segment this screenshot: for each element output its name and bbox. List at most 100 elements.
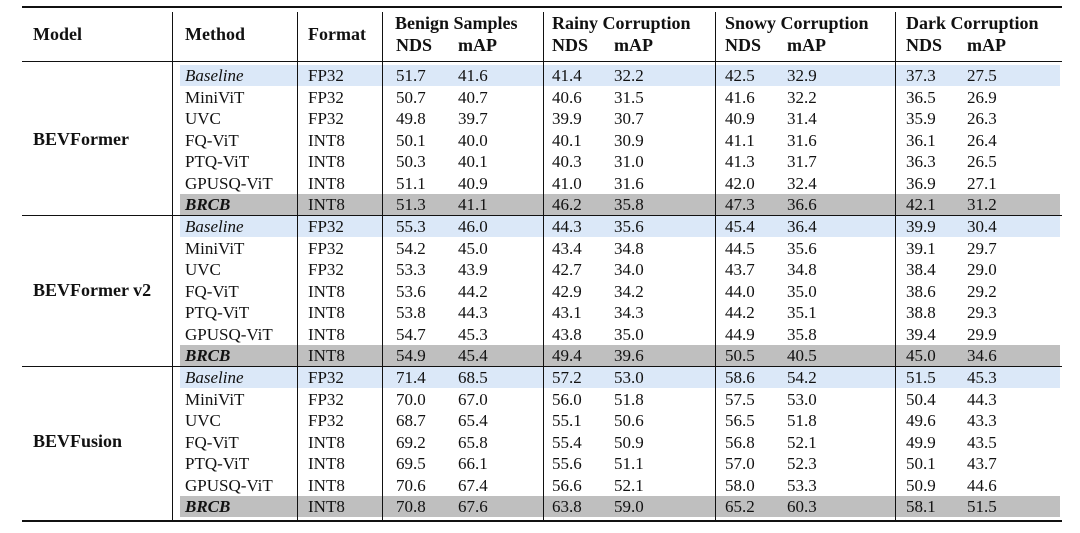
metric-value: 46.2 xyxy=(552,195,582,214)
metric-value: 43.7 xyxy=(725,260,755,279)
metric-value: 38.8 xyxy=(906,303,936,322)
method-name: GPUSQ-ViT xyxy=(185,476,273,495)
metric-value: 42.0 xyxy=(725,174,755,193)
format-cell: INT8 xyxy=(308,476,345,495)
metric-value: 57.5 xyxy=(725,390,755,409)
column-separator xyxy=(715,12,716,522)
proposed-highlight xyxy=(180,194,1060,215)
metric-value: 40.3 xyxy=(552,152,582,171)
proposed-highlight xyxy=(180,345,1060,366)
metric-value: 57.0 xyxy=(725,454,755,473)
method-name: Baseline xyxy=(185,66,244,85)
metric-value: 41.6 xyxy=(458,66,488,85)
metric-value: 45.4 xyxy=(458,346,488,365)
metric-value: 32.2 xyxy=(614,66,644,85)
metric-value: 45.3 xyxy=(967,368,997,387)
metric-value: 49.9 xyxy=(906,433,936,452)
metric-value: 47.3 xyxy=(725,195,755,214)
metric-value: 34.8 xyxy=(787,260,817,279)
metric-value: 40.5 xyxy=(787,346,817,365)
metric-value: 26.4 xyxy=(967,131,997,150)
metric-value: 43.7 xyxy=(967,454,997,473)
method-name: Baseline xyxy=(185,217,244,236)
model-name: BEVFormer v2 xyxy=(33,280,152,300)
method-name: MiniViT xyxy=(185,390,245,409)
metric-value: 26.5 xyxy=(967,152,997,171)
method-name: BRCB xyxy=(185,195,231,214)
metric-value: 36.3 xyxy=(906,152,936,171)
metric-value: 35.6 xyxy=(614,217,644,236)
metric-value: 45.0 xyxy=(458,239,488,258)
bottom-rule xyxy=(22,520,1062,522)
format-cell: FP32 xyxy=(308,390,344,409)
model-name: BEVFusion xyxy=(33,431,123,451)
method-name: Baseline xyxy=(185,368,244,387)
metric-value: 29.3 xyxy=(967,303,997,322)
header-benign-map: mAP xyxy=(458,35,497,55)
metric-value: 53.3 xyxy=(787,476,817,495)
header-rainy-map: mAP xyxy=(614,35,653,55)
method-name: UVC xyxy=(185,260,221,279)
metric-value: 39.7 xyxy=(458,109,488,128)
metric-value: 50.4 xyxy=(906,390,936,409)
method-name: UVC xyxy=(185,109,221,128)
format-cell: INT8 xyxy=(308,131,345,150)
metric-value: 56.6 xyxy=(552,476,582,495)
baseline-highlight xyxy=(180,65,1060,86)
header-group-dark: Dark Corruption xyxy=(906,13,1039,33)
metric-value: 54.9 xyxy=(396,346,426,365)
metric-value: 52.3 xyxy=(787,454,817,473)
method-name: GPUSQ-ViT xyxy=(185,174,273,193)
header-benign-nds: NDS xyxy=(396,35,433,55)
metric-value: 50.9 xyxy=(906,476,936,495)
metric-value: 51.5 xyxy=(967,497,997,516)
method-name: BRCB xyxy=(185,346,231,365)
method-name: FQ-ViT xyxy=(185,433,239,452)
metric-value: 58.0 xyxy=(725,476,755,495)
block-rule-2 xyxy=(22,366,1062,367)
metric-value: 63.8 xyxy=(552,497,582,516)
metric-value: 41.6 xyxy=(725,88,755,107)
metric-value: 44.5 xyxy=(725,239,755,258)
format-cell: FP32 xyxy=(308,109,344,128)
column-separator xyxy=(297,12,298,522)
metric-value: 50.9 xyxy=(614,433,644,452)
metric-value: 58.6 xyxy=(725,368,755,387)
metric-value: 44.3 xyxy=(552,217,582,236)
metric-value: 30.9 xyxy=(614,131,644,150)
header-rainy-nds: NDS xyxy=(552,35,589,55)
metric-value: 42.7 xyxy=(552,260,582,279)
metric-value: 32.9 xyxy=(787,66,817,85)
metric-value: 69.5 xyxy=(396,454,426,473)
metric-value: 35.8 xyxy=(614,195,644,214)
metric-value: 56.0 xyxy=(552,390,582,409)
metric-value: 70.0 xyxy=(396,390,426,409)
metric-value: 42.1 xyxy=(906,195,936,214)
metric-value: 44.3 xyxy=(967,390,997,409)
metric-value: 32.4 xyxy=(787,174,817,193)
metric-value: 34.8 xyxy=(614,239,644,258)
metric-value: 36.4 xyxy=(787,217,817,236)
metric-value: 55.1 xyxy=(552,411,582,430)
metric-value: 70.8 xyxy=(396,497,426,516)
format-cell: FP32 xyxy=(308,217,344,236)
format-cell: FP32 xyxy=(308,368,344,387)
metric-value: 40.6 xyxy=(552,88,582,107)
metric-value: 56.8 xyxy=(725,433,755,452)
column-separator xyxy=(895,12,896,522)
format-cell: INT8 xyxy=(308,152,345,171)
header-model: Model xyxy=(33,24,82,44)
model-name: BEVFormer xyxy=(33,129,129,149)
metric-value: 41.3 xyxy=(725,152,755,171)
metric-value: 39.1 xyxy=(906,239,936,258)
header-format: Format xyxy=(308,24,366,44)
metric-value: 65.4 xyxy=(458,411,488,430)
metric-value: 51.3 xyxy=(396,195,426,214)
metric-value: 49.8 xyxy=(396,109,426,128)
metric-value: 51.1 xyxy=(614,454,644,473)
metric-value: 44.9 xyxy=(725,325,755,344)
metric-value: 36.9 xyxy=(906,174,936,193)
block-rule-1 xyxy=(22,215,1062,216)
metric-value: 54.7 xyxy=(396,325,426,344)
format-cell: INT8 xyxy=(308,195,345,214)
